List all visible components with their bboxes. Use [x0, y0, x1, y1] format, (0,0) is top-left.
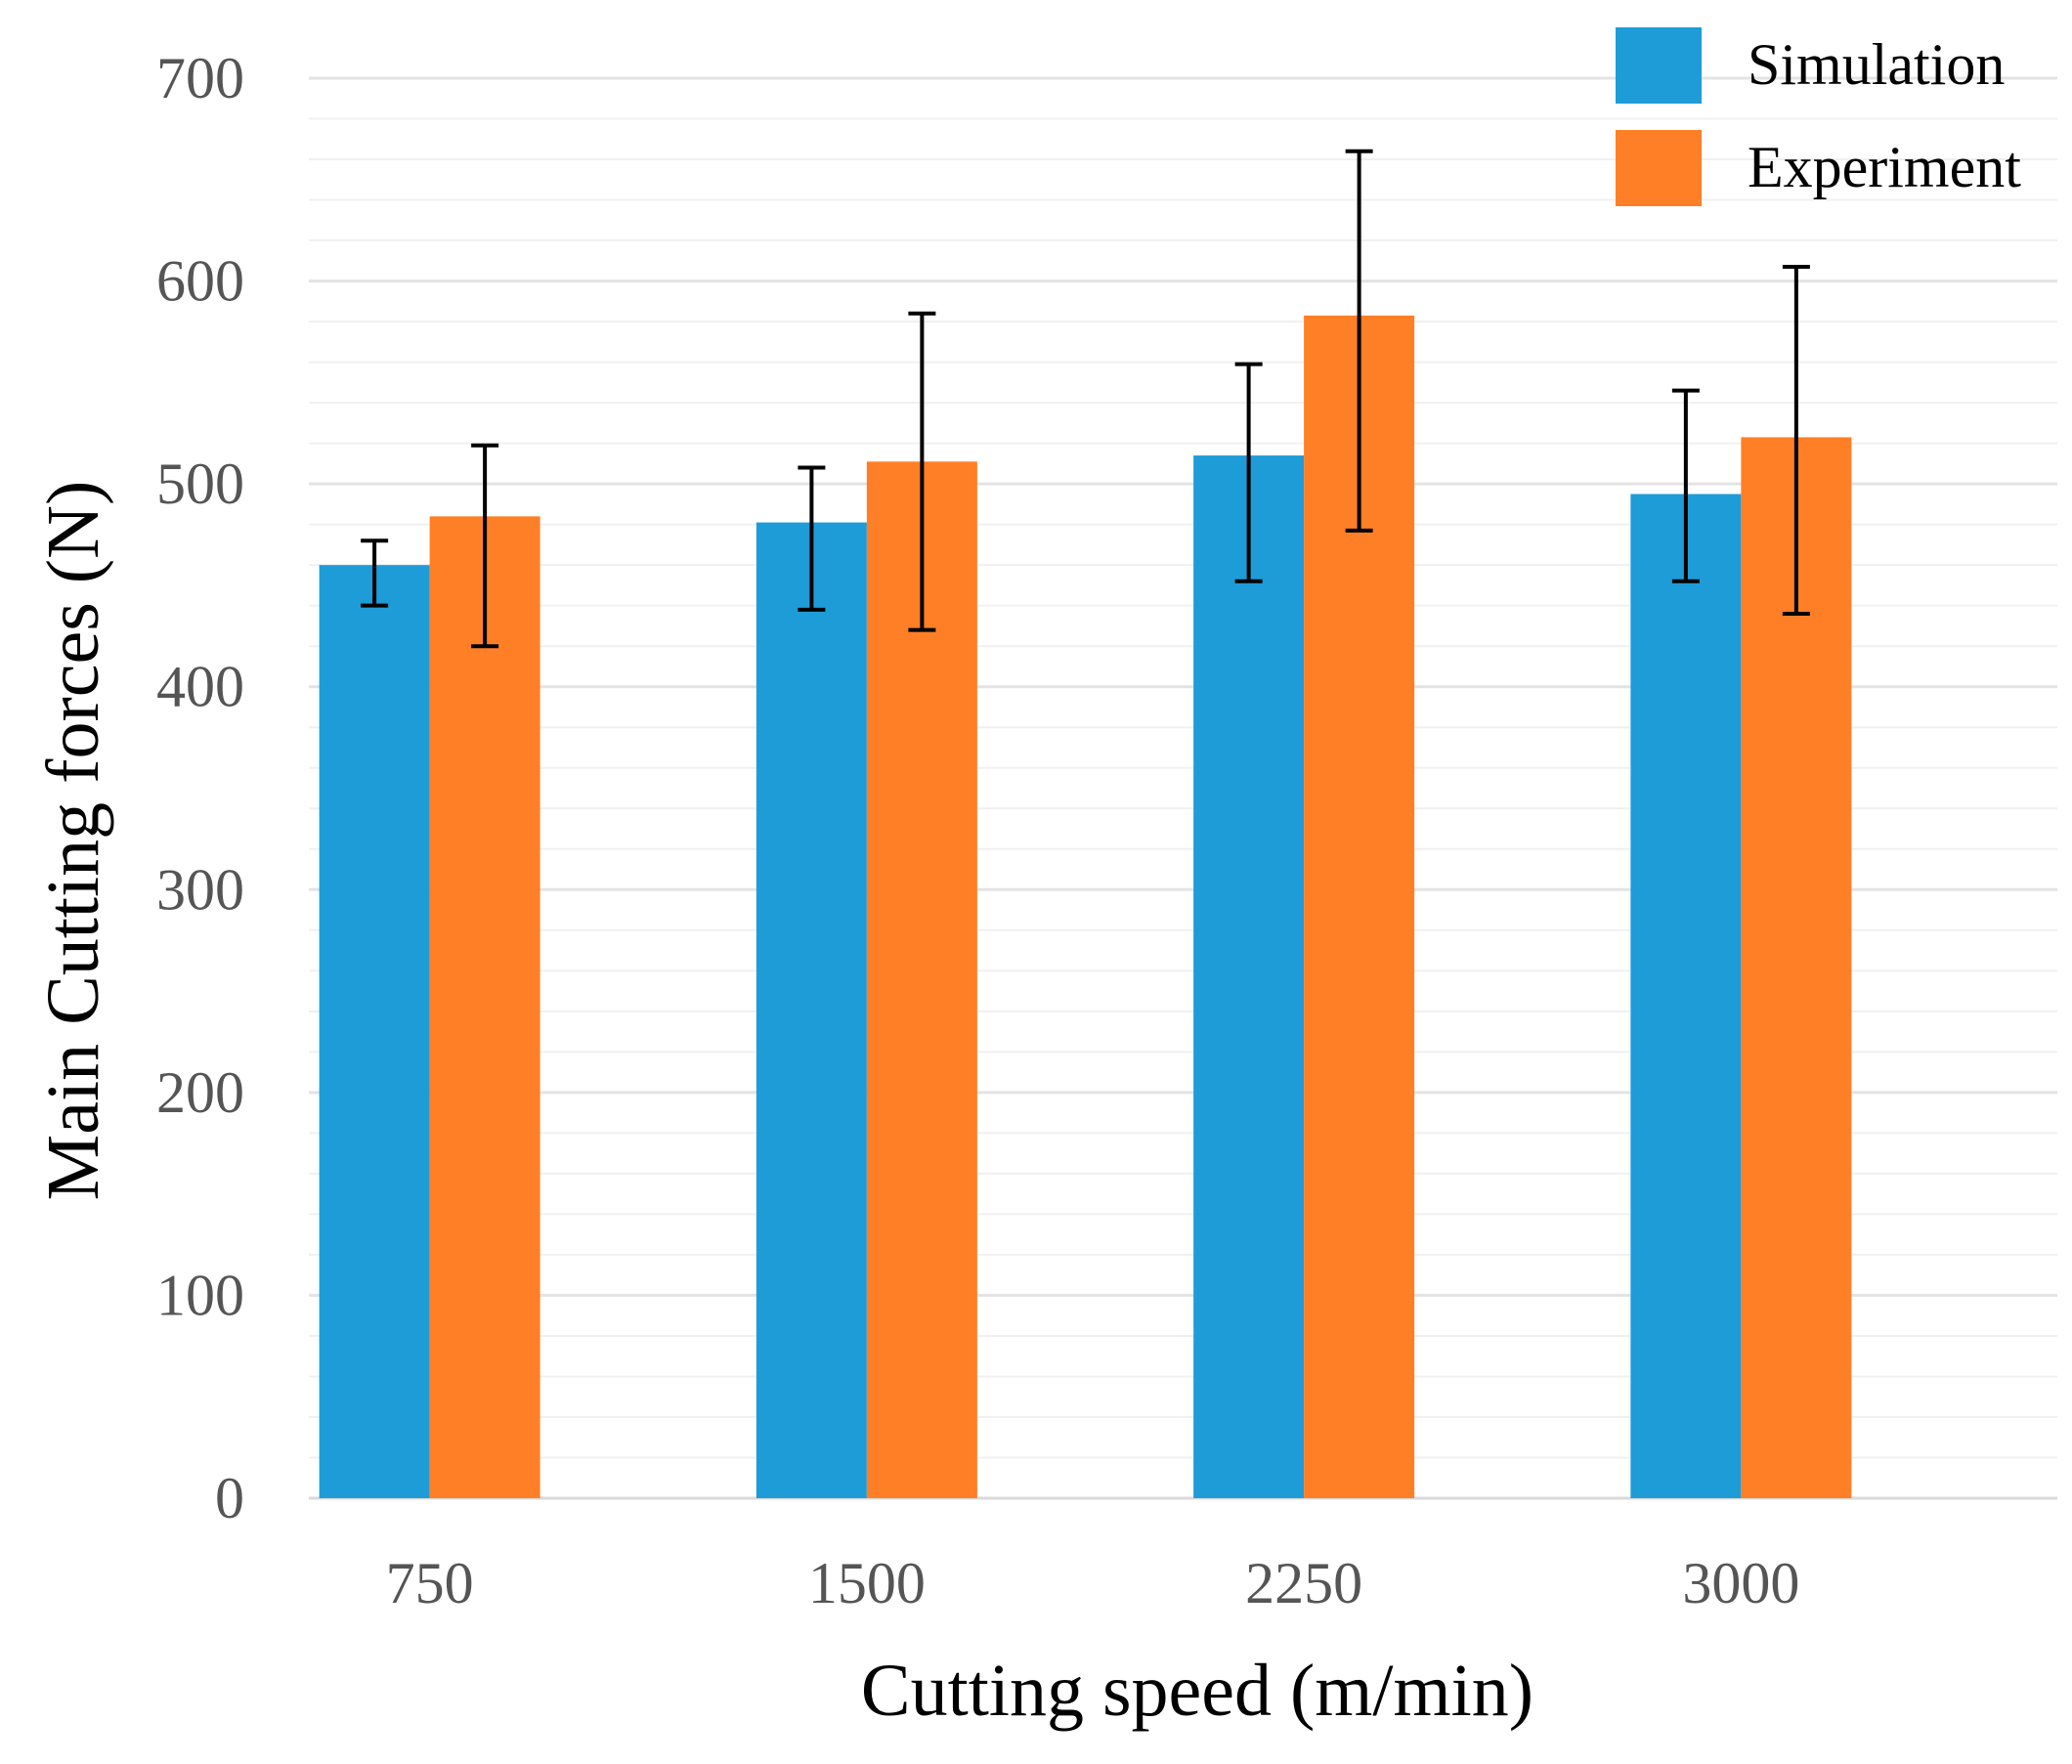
y-tick-label: 500	[156, 452, 244, 516]
legend-swatch-experiment	[1616, 130, 1702, 206]
x-tick-labels: 750 1500 2250 3000	[386, 1551, 1800, 1615]
bar-simulation-750	[319, 565, 430, 1498]
legend: Simulation Experiment	[1616, 27, 2021, 206]
bar-simulation-3000	[1630, 494, 1742, 1498]
bars	[319, 315, 1852, 1499]
bar-experiment-1500	[866, 461, 977, 1498]
error-bar-experiment-3000	[1782, 265, 1810, 616]
bar-experiment-750	[429, 516, 540, 1498]
legend-swatch-simulation	[1616, 27, 1702, 104]
bar-simulation-1500	[755, 522, 867, 1498]
x-tick-label: 1500	[808, 1551, 926, 1615]
y-tick-label: 700	[156, 46, 244, 110]
y-tick-label: 100	[156, 1263, 244, 1327]
y-tick-label: 200	[156, 1060, 244, 1125]
x-tick-label: 750	[386, 1551, 474, 1615]
error-bar-simulation-750	[361, 538, 389, 608]
y-tick-labels: 0 100 200 300 400 500 600 700	[156, 46, 244, 1530]
error-bar-simulation-2250	[1234, 362, 1263, 583]
bar-simulation-2250	[1193, 455, 1305, 1498]
y-tick-label: 0	[215, 1466, 244, 1530]
legend-label-simulation: Simulation	[1748, 32, 2005, 97]
error-bar-simulation-1500	[798, 465, 826, 612]
x-tick-label: 2250	[1245, 1551, 1362, 1615]
error-bar-experiment-1500	[908, 311, 936, 632]
legend-label-experiment: Experiment	[1748, 135, 2021, 199]
y-tick-label: 300	[156, 857, 244, 922]
y-tick-label: 400	[156, 655, 244, 719]
error-bar-experiment-750	[471, 443, 499, 649]
y-tick-label: 600	[156, 249, 244, 314]
x-axis-title: Cutting speed (m/min)	[861, 1650, 1533, 1732]
error-bars	[361, 149, 1810, 649]
error-bar-simulation-3000	[1671, 388, 1700, 583]
error-bar-experiment-2250	[1345, 149, 1373, 533]
y-axis-title: Main Cutting forces (N)	[32, 481, 114, 1201]
x-tick-label: 3000	[1682, 1551, 1799, 1615]
